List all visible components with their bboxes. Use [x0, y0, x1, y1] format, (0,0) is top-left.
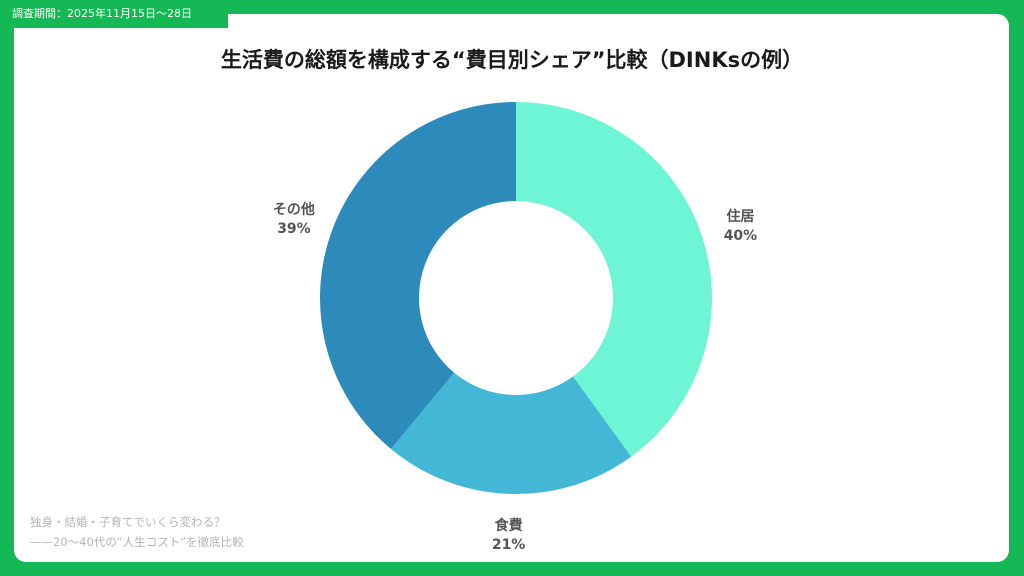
slice-housing-label: 住居 40%	[724, 208, 758, 244]
slice-other	[320, 102, 516, 450]
slice-other-category: その他	[273, 201, 315, 218]
footnote-line-2: ——20〜40代の“人生コスト”を徹底比較	[30, 535, 244, 549]
slice-food-category: 食費	[495, 517, 523, 534]
donut-slices	[320, 102, 712, 494]
slice-other-value: 39%	[277, 221, 311, 237]
footnote-line-1: 独身・結婚・子育てでいくら変わる？	[30, 515, 226, 529]
donut-labels: 住居 40% 食費 21% その他 39%	[273, 201, 757, 553]
slice-food-value: 21%	[492, 537, 526, 553]
footnote: 独身・結婚・子育てでいくら変わる？ ——20〜40代の“人生コスト”を徹底比較	[30, 512, 244, 552]
slice-food-label: 食費 21%	[492, 517, 526, 553]
slice-food	[391, 372, 632, 494]
slice-other-label: その他 39%	[273, 201, 315, 237]
slice-housing-value: 40%	[724, 228, 758, 244]
survey-period-label: 調査期間：2025年11月15日〜28日	[0, 0, 228, 28]
slice-housing	[516, 102, 712, 457]
chart-title: 生活費の総額を構成する“費目別シェア”比較（DINKsの例）	[220, 48, 804, 72]
slice-housing-category: 住居	[726, 208, 754, 225]
